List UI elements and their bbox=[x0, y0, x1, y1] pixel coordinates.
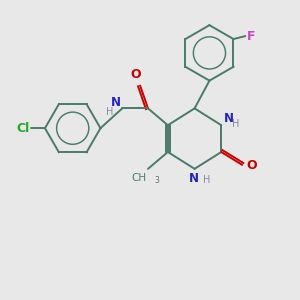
Text: H: H bbox=[106, 107, 113, 117]
Text: Cl: Cl bbox=[16, 122, 29, 135]
Text: N: N bbox=[111, 96, 121, 109]
Text: N: N bbox=[224, 112, 234, 125]
Text: H: H bbox=[202, 175, 210, 185]
Text: O: O bbox=[131, 68, 141, 81]
Text: H: H bbox=[232, 119, 240, 129]
Text: 3: 3 bbox=[154, 176, 159, 185]
Text: CH: CH bbox=[131, 173, 146, 183]
Text: N: N bbox=[189, 172, 199, 185]
Text: O: O bbox=[246, 159, 257, 172]
Text: F: F bbox=[247, 30, 256, 43]
